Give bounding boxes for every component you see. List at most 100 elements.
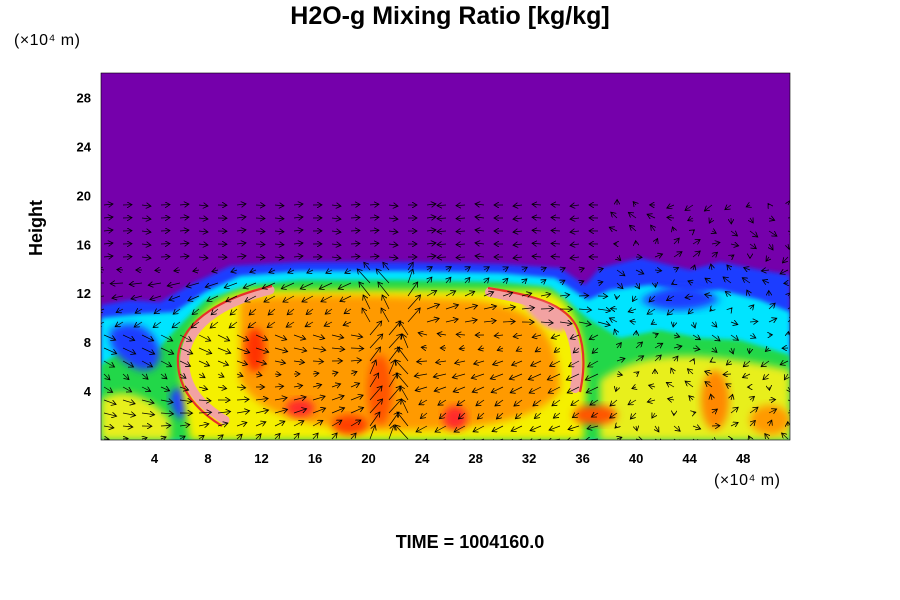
wind-vector (464, 291, 475, 297)
wind-vector (179, 230, 189, 231)
wind-vector (160, 400, 173, 402)
wind-vector (547, 373, 561, 380)
wind-vector (103, 413, 117, 416)
wind-vector (236, 411, 250, 413)
wind-vector (512, 361, 523, 365)
wind-vector (570, 257, 580, 258)
wind-vector (780, 270, 789, 274)
wind-vector (578, 322, 591, 325)
wind-vector (509, 373, 523, 379)
wind-vector (293, 409, 307, 414)
wind-vector (510, 386, 523, 393)
wind-vector (744, 268, 751, 270)
wind-vector (492, 425, 504, 432)
wind-vector (475, 230, 485, 231)
wind-vector (160, 347, 174, 354)
wind-vector (293, 243, 303, 244)
wind-vector (635, 270, 644, 274)
pink-rim-left (180, 285, 275, 425)
wind-vector (256, 434, 261, 439)
wind-vector (570, 218, 580, 219)
wind-vector (426, 318, 439, 322)
y-tick-label: 16 (77, 237, 91, 252)
wind-vector (217, 412, 231, 413)
wind-vector (141, 231, 151, 232)
wind-vector (332, 433, 337, 440)
x-tick-label: 48 (736, 451, 750, 466)
wind-vector (255, 257, 265, 258)
wind-vector (533, 399, 542, 406)
wind-vector (513, 231, 523, 232)
wind-vector (351, 433, 356, 440)
wind-vector (495, 399, 504, 406)
wind-vector (566, 373, 580, 380)
wind-vector (274, 231, 284, 232)
red-rim-left (176, 284, 273, 427)
wind-vector (115, 322, 124, 327)
wind-vector (616, 282, 623, 289)
wind-vector (350, 256, 360, 257)
wind-vector (609, 227, 618, 231)
wind-vector (236, 217, 246, 218)
wind-vector (141, 360, 153, 367)
wind-vector (685, 204, 694, 210)
wind-vector (426, 304, 440, 310)
wind-vector (727, 265, 731, 270)
wind-vector (560, 268, 565, 270)
wind-vector (141, 374, 148, 379)
wind-vector (350, 335, 363, 337)
wind-vector (551, 335, 561, 338)
wind-vector (647, 308, 656, 314)
wind-vector (407, 308, 420, 323)
x-axis-ticks: 4 8 12 16 20 24 28 32 36 40 44 48 (151, 451, 751, 466)
wind-vector (141, 205, 151, 206)
wind-vector (160, 413, 174, 414)
wind-vector (530, 425, 542, 431)
wind-vector (688, 281, 693, 283)
wind-vector (784, 373, 788, 380)
wind-vector (407, 282, 418, 297)
wind-vector (617, 437, 622, 439)
wind-vector (416, 425, 428, 432)
wind-vector (331, 396, 344, 401)
wind-vector (193, 270, 200, 271)
wind-vector (616, 358, 625, 361)
wind-vector (654, 254, 663, 257)
wind-vector (692, 335, 700, 340)
wind-vector (141, 347, 155, 354)
wind-vector (255, 347, 269, 352)
wind-vector (560, 280, 565, 283)
wind-vector (456, 231, 466, 232)
wind-vector (141, 387, 151, 391)
wind-vector (632, 296, 636, 301)
wind-vector (179, 347, 193, 354)
wind-vector (426, 243, 436, 244)
wind-vector (369, 334, 383, 349)
wind-vector (293, 361, 305, 362)
wind-vector (465, 278, 470, 284)
wind-vector (312, 420, 323, 427)
wind-vector (750, 218, 753, 223)
wind-vector (369, 230, 379, 231)
wind-vector (400, 386, 409, 401)
wind-vector (122, 347, 136, 354)
wind-vector (457, 399, 466, 406)
wind-vector (198, 374, 205, 378)
wind-vector (321, 295, 333, 302)
wind-vector (667, 296, 675, 301)
wind-vector (617, 343, 621, 348)
wind-vector (135, 309, 143, 313)
wind-vector (207, 295, 219, 301)
wind-vector (570, 335, 580, 339)
wind-vector (141, 400, 154, 403)
wind-vector (141, 257, 151, 258)
wind-vector (787, 231, 790, 234)
wind-vector (275, 433, 280, 440)
wind-vector (628, 212, 637, 219)
wind-vector (445, 319, 458, 322)
wind-vector (160, 360, 172, 367)
wind-vector (274, 361, 286, 363)
wind-vector (502, 307, 516, 309)
wind-vector (649, 295, 656, 302)
wind-vector (769, 243, 773, 250)
